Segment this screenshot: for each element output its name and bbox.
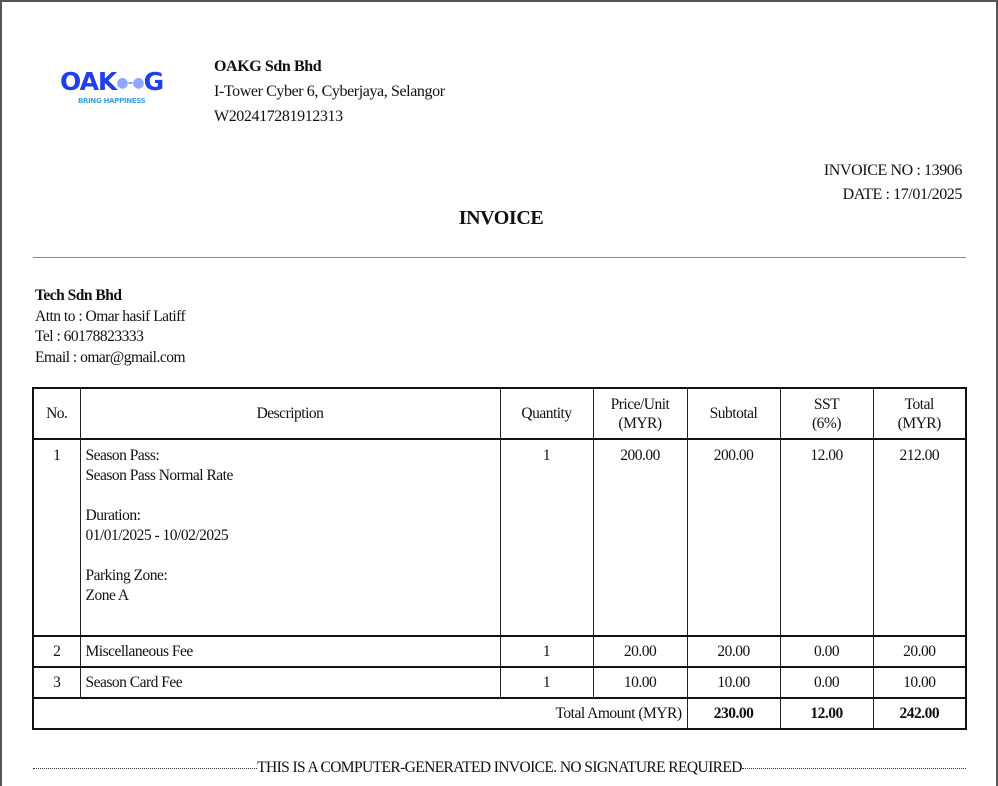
invoice-table: No. Description Quantity Price/Unit (MYR)… — [32, 387, 967, 730]
company-logo: OAK●-●G BRING HAPPINESS — [60, 68, 168, 118]
total-label: Total Amount (MYR) — [32, 697, 688, 730]
company-reg-no: W202417281912313 — [214, 108, 343, 125]
divider — [33, 257, 966, 258]
customer-name: Tech Sdn Bhd — [35, 287, 122, 304]
header-no: No. — [32, 387, 81, 440]
cell-no: 2 — [32, 635, 81, 668]
cell-price: 10.00 — [592, 666, 688, 699]
invoice-title: INVOICE — [458, 207, 544, 229]
table-row: 2 Miscellaneous Fee 1 20.00 20.00 0.00 2… — [32, 635, 967, 668]
company-info: OAKG Sdn Bhd I-Tower Cyber 6, Cyberjaya,… — [214, 54, 445, 129]
dotted-line — [33, 767, 258, 769]
cell-subtotal: 10.00 — [686, 666, 781, 699]
cell-total: 212.00 — [872, 438, 967, 637]
table-header: No. Description Quantity Price/Unit (MYR)… — [32, 387, 967, 440]
company-address: I-Tower Cyber 6, Cyberjaya, Selangor — [214, 83, 445, 100]
cell-price: 200.00 — [592, 438, 688, 637]
header-quantity: Quantity — [499, 387, 594, 440]
cell-sst: 12.00 — [779, 438, 874, 637]
cell-subtotal: 20.00 — [686, 635, 781, 668]
header-total: Total (MYR) — [872, 387, 967, 440]
header-price: Price/Unit (MYR) — [592, 387, 688, 440]
logo-tagline: BRING HAPPINESS — [78, 97, 146, 105]
customer-info: Tech Sdn Bhd Attn to : Omar hasif Latiff… — [35, 286, 186, 368]
cell-qty: 1 — [499, 438, 594, 637]
logo-text: OAK — [60, 67, 117, 96]
total-subtotal: 230.00 — [713, 704, 754, 722]
cell-qty: 1 — [499, 635, 594, 668]
cell-price: 20.00 — [592, 635, 688, 668]
cell-no: 3 — [32, 666, 81, 699]
customer-tel: Tel : 60178823333 — [35, 328, 144, 345]
header-sst: SST (6%) — [779, 387, 874, 440]
logo-text-g: G — [143, 67, 165, 96]
cell-description: Season Card Fee — [79, 666, 501, 699]
cell-total: 10.00 — [872, 666, 967, 699]
header-subtotal: Subtotal — [686, 387, 781, 440]
customer-attn: Attn to : Omar hasif Latiff — [35, 307, 186, 325]
cell-description: Season Pass: Season Pass Normal Rate Dura… — [79, 438, 501, 637]
table-row: 3 Season Card Fee 1 10.00 10.00 0.00 10.… — [32, 666, 967, 699]
cell-no: 1 — [32, 438, 81, 637]
dotted-line — [741, 767, 966, 769]
invoice-meta: INVOICE NO : 13906 DATE : 17/01/2025 — [823, 159, 963, 207]
cell-qty: 1 — [499, 666, 594, 699]
sunglasses-icon: ●-● — [116, 75, 144, 91]
total-amount: 242.00 — [899, 704, 940, 722]
header-description: Description — [79, 387, 501, 440]
cell-sst: 0.00 — [779, 666, 874, 699]
total-sst: 12.00 — [810, 704, 843, 722]
cell-sst: 0.00 — [779, 635, 874, 668]
customer-email: Email : omar@gmail.com — [35, 348, 186, 366]
footer-note: THIS IS A COMPUTER-GENERATED INVOICE. NO… — [33, 759, 966, 777]
cell-description: Miscellaneous Fee — [79, 635, 501, 668]
cell-subtotal: 200.00 — [686, 438, 781, 637]
cell-total: 20.00 — [872, 635, 967, 668]
footer-text: THIS IS A COMPUTER-GENERATED INVOICE. NO… — [257, 759, 742, 776]
totals-row: Total Amount (MYR) 230.00 12.00 242.00 — [32, 697, 967, 730]
company-name: OAKG Sdn Bhd — [214, 58, 322, 75]
invoice-date: DATE : 17/01/2025 — [842, 186, 963, 203]
table-row: 1 Season Pass: Season Pass Normal Rate Du… — [32, 438, 967, 637]
invoice-number: INVOICE NO : 13906 — [823, 162, 963, 179]
